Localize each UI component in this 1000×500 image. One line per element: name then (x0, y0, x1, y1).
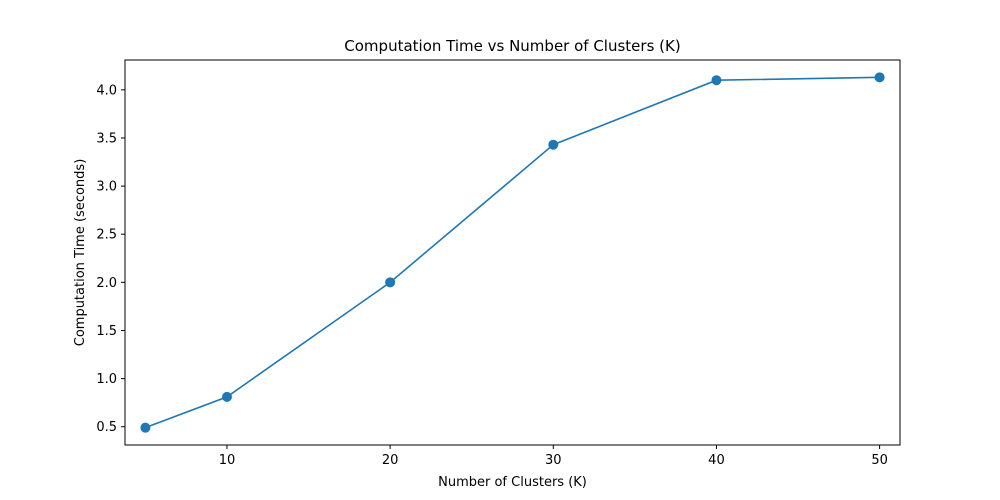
x-tick-label: 30 (545, 453, 562, 468)
data-point (874, 72, 885, 83)
y-tick-label: 3.5 (96, 131, 117, 146)
y-tick-label: 4.0 (96, 83, 117, 98)
x-tick-label: 40 (708, 453, 725, 468)
series-line (145, 76, 880, 429)
y-tick-label: 3.0 (96, 180, 117, 195)
x-tick-label: 50 (871, 453, 888, 468)
data-point (385, 277, 396, 288)
data-point (711, 75, 722, 86)
y-tick-label: 2.5 (96, 228, 117, 243)
data-point (221, 391, 232, 402)
x-axis: 10 20 30 40 50 (219, 445, 888, 468)
data-point (548, 139, 559, 150)
axes-frame (124, 59, 901, 446)
x-tick-label: 20 (382, 453, 399, 468)
plot-area (140, 72, 885, 433)
chart-title: Computation Time vs Number of Clusters (… (344, 37, 680, 55)
y-axis-label: Computation Time (seconds) (73, 159, 88, 347)
y-axis: 0.5 1.0 1.5 2.0 2.5 3.0 3.5 4.0 (96, 83, 125, 435)
y-tick-label: 1.5 (96, 324, 117, 339)
y-tick-label: 0.5 (96, 420, 117, 435)
y-tick-label: 2.0 (96, 276, 117, 291)
x-axis-label: Number of Clusters (K) (438, 475, 587, 490)
y-tick-label: 1.0 (96, 372, 117, 387)
x-tick-label: 10 (219, 453, 236, 468)
data-point (140, 422, 151, 433)
